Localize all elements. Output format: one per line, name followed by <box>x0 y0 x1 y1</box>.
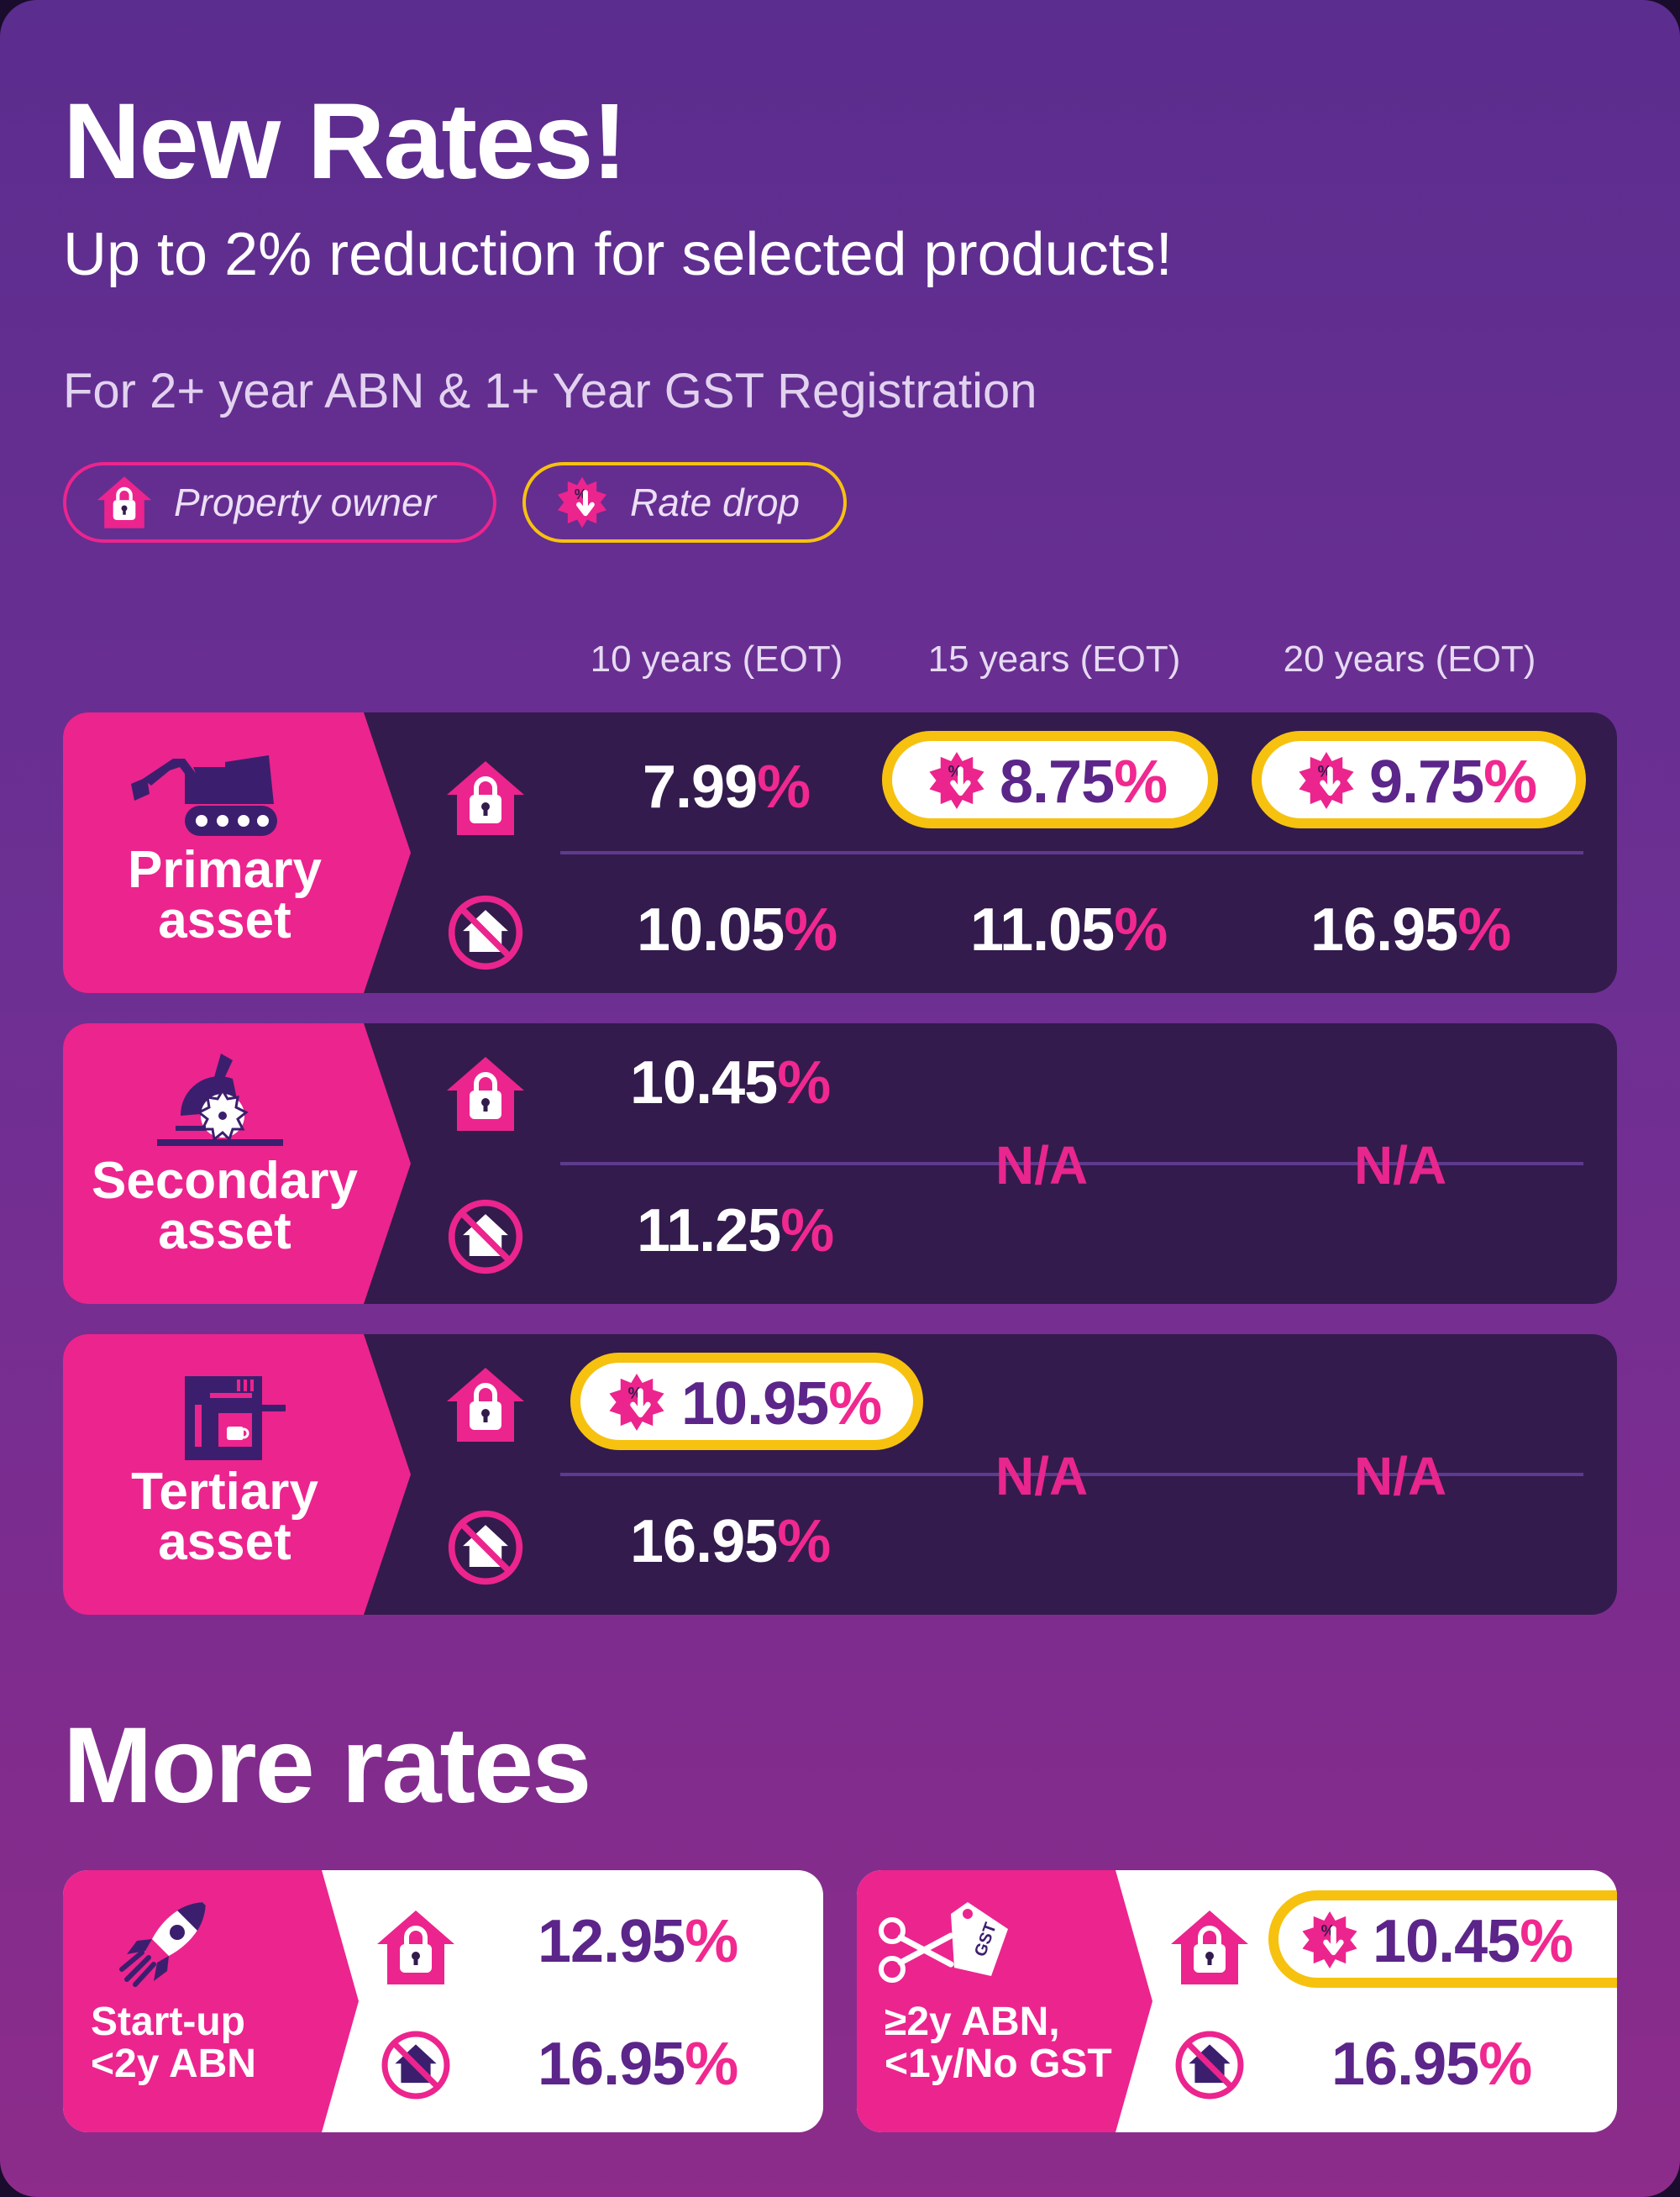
more-rates-title: More rates <box>63 1706 591 1826</box>
home-lock-icon <box>444 1363 528 1447</box>
row-divider <box>560 1162 1583 1165</box>
rate-primary-owner-10y: 7.99% <box>643 754 811 821</box>
card-label-line1: Start-up <box>91 2000 245 2044</box>
legend-rate-drop: Rate drop <box>522 462 847 543</box>
legend-rate-drop-label: Rate drop <box>630 481 801 524</box>
home-lock-icon <box>444 1052 528 1136</box>
no-home-icon <box>445 892 526 973</box>
home-lock-icon <box>374 1905 458 1989</box>
rate-primary-nonowner-10y: 10.05% <box>637 896 837 964</box>
row-divider <box>560 851 1583 854</box>
rate-secondary-owner-10y: 10.45% <box>630 1049 831 1117</box>
rate-secondary-20y-na: N/A <box>1354 1135 1447 1196</box>
no-home-icon <box>445 1196 526 1277</box>
legend-property-owner: Property owner <box>63 462 496 543</box>
rate-drop-icon <box>1299 1909 1361 1971</box>
asset-panel-tertiary: Tertiary asset 10.95% 16.95% N/A N/A <box>63 1334 1617 1615</box>
column-header-10y: 10 years (EOT) <box>590 639 843 680</box>
rate-drop-badge: 8.75% <box>882 731 1218 828</box>
coffee-machine-icon <box>185 1376 286 1460</box>
rate-drop-badge: 9.75% <box>1252 731 1586 828</box>
rate-secondary-15y-na: N/A <box>995 1135 1089 1196</box>
home-lock-icon <box>444 756 528 840</box>
asset-name-line1: Tertiary <box>131 1463 318 1521</box>
rocket-icon <box>119 1902 206 1987</box>
rate-abn-owner: 10.45% <box>1373 1908 1573 1975</box>
more-rate-card-abn-no-gst: GST ≥2y ABN, <1y/No GST 10.45% 16.95% <box>857 1870 1617 2132</box>
saw-icon <box>157 1054 283 1146</box>
column-header-15y: 15 years (EOT) <box>927 639 1181 680</box>
asset-name-line1: Primary <box>128 841 322 899</box>
home-lock-icon <box>95 473 154 532</box>
rate-tertiary-owner-10y: 10.95% <box>681 1370 882 1438</box>
asset-name-line2: asset <box>158 891 291 949</box>
rate-primary-owner-15y: 8.75% <box>1000 749 1168 816</box>
asset-name-line2: asset <box>158 1513 291 1571</box>
asset-name-line1: Secondary <box>91 1152 359 1210</box>
asset-tab <box>63 1023 411 1304</box>
eligibility-note: For 2+ year ABN & 1+ Year GST Registrati… <box>63 364 1037 418</box>
home-lock-icon <box>1168 1905 1252 1989</box>
rate-drop-icon <box>926 749 988 812</box>
rate-primary-owner-20y: 9.75% <box>1369 749 1537 816</box>
page-title: New Rates! <box>63 81 627 202</box>
rate-drop-icon <box>1295 749 1357 812</box>
scissors-tag-icon: GST <box>879 1902 1008 1983</box>
rate-abn-nonowner: 16.95% <box>1331 2031 1532 2098</box>
no-home-icon <box>379 2028 453 2102</box>
rate-drop-icon <box>554 475 610 530</box>
excavator-icon <box>131 755 277 836</box>
column-header-20y: 20 years (EOT) <box>1283 639 1536 680</box>
card-tab <box>63 1870 359 2132</box>
no-home-icon <box>1173 2028 1247 2102</box>
card-label-line2: <1y/No GST <box>885 2042 1112 2086</box>
card-label-line2: <2y ABN <box>91 2042 256 2086</box>
more-rate-card-startup: Start-up <2y ABN 12.95% 16.95% <box>63 1870 823 2132</box>
legend-property-owner-label: Property owner <box>174 481 436 524</box>
rate-secondary-nonowner-10y: 11.25% <box>637 1197 834 1264</box>
card-tab <box>857 1870 1152 2132</box>
row-divider <box>560 1473 1583 1476</box>
rate-primary-nonowner-15y: 11.05% <box>970 896 1168 964</box>
rate-primary-nonowner-20y: 16.95% <box>1310 896 1511 964</box>
rate-drop-badge: 10.95% <box>570 1353 923 1450</box>
page-subtitle: Up to 2% reduction for selected products… <box>63 221 1173 288</box>
asset-panel-secondary: Secondary asset 10.45% 11.25% N/A N/A <box>63 1023 1617 1304</box>
no-home-icon <box>445 1507 526 1588</box>
rate-tertiary-20y-na: N/A <box>1354 1446 1447 1506</box>
rate-tertiary-15y-na: N/A <box>995 1446 1089 1506</box>
rate-startup-nonowner: 16.95% <box>538 2031 738 2098</box>
rate-drop-icon <box>606 1371 668 1433</box>
asset-panel-primary: Primary asset 7.99% 8.75% 9.75% 10.05% 1… <box>63 712 1617 993</box>
rate-startup-owner: 12.95% <box>538 1908 738 1975</box>
asset-name-line2: asset <box>158 1202 291 1260</box>
rate-tertiary-nonowner-10y: 16.95% <box>630 1508 831 1575</box>
asset-tab <box>63 1334 411 1615</box>
card-label-line1: ≥2y ABN, <box>885 2000 1060 2044</box>
rate-drop-badge: 10.45% <box>1268 1890 1617 1988</box>
